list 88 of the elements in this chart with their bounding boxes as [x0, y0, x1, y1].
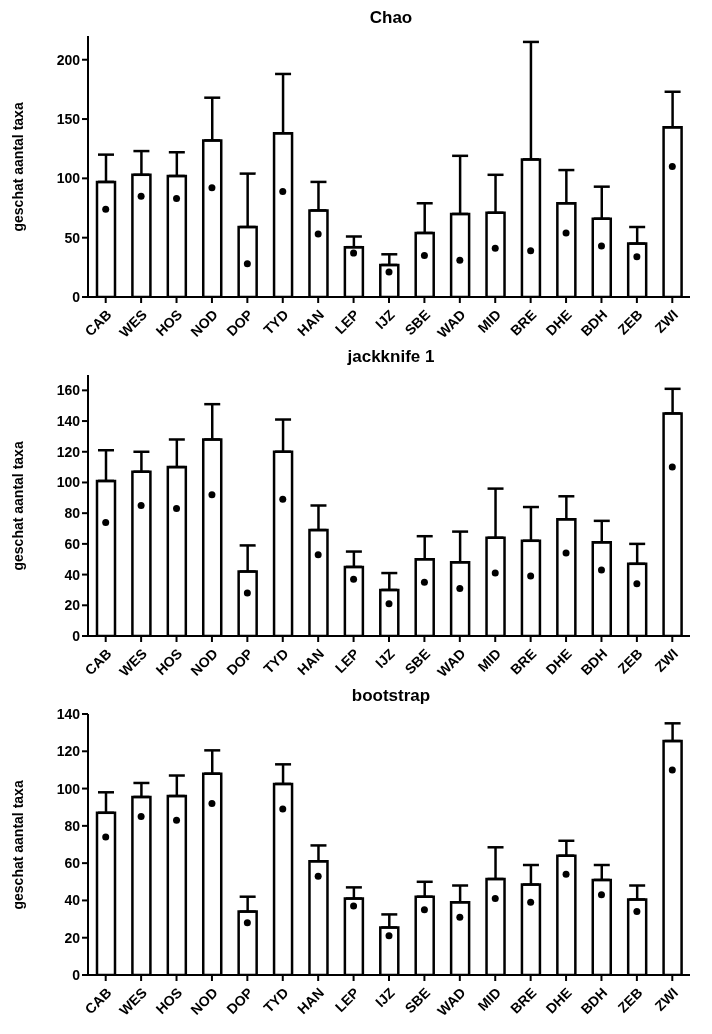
- point: [208, 491, 216, 499]
- y-tick-label: 150: [56, 111, 81, 128]
- point: [102, 205, 110, 213]
- point: [633, 580, 641, 588]
- chart-title: jackknife 1: [346, 347, 436, 368]
- point: [597, 242, 605, 250]
- point: [420, 251, 428, 259]
- y-tick-label: 60: [64, 535, 81, 552]
- y-tick-label: 20: [64, 929, 81, 946]
- point: [527, 572, 535, 580]
- y-tick-label: 0: [72, 627, 81, 644]
- point: [102, 833, 110, 841]
- x-tick-label: MID: [474, 306, 504, 336]
- y-tick-label: 120: [56, 743, 81, 760]
- point: [350, 249, 358, 257]
- point: [668, 766, 676, 774]
- y-axis-title: geschat aantal taxa: [9, 102, 26, 232]
- point: [562, 870, 570, 878]
- point: [385, 932, 393, 940]
- y-tick-label: 80: [64, 817, 81, 834]
- point: [350, 575, 358, 583]
- x-tick-label: TYD: [260, 306, 292, 338]
- point: [314, 872, 322, 880]
- point: [137, 192, 145, 200]
- point: [385, 268, 393, 276]
- point: [208, 184, 216, 192]
- point: [279, 187, 287, 195]
- point: [102, 518, 110, 526]
- point: [208, 799, 216, 807]
- point: [279, 805, 287, 813]
- x-tick-label: IJZ: [372, 645, 399, 672]
- y-tick-label: 100: [56, 780, 81, 797]
- point: [597, 566, 605, 574]
- point: [633, 908, 641, 916]
- y-tick-label: 140: [56, 413, 81, 430]
- point: [527, 898, 535, 906]
- y-axis-title: geschat aantal taxa: [9, 441, 26, 571]
- point: [385, 600, 393, 608]
- point: [243, 919, 251, 927]
- y-axis-title: geschat aantal taxa: [9, 780, 26, 910]
- point: [633, 253, 641, 261]
- y-tick-label: 80: [64, 505, 81, 522]
- point: [668, 163, 676, 170]
- x-tick-label: MID: [474, 984, 504, 1014]
- chart-title: bootstrap: [351, 686, 431, 705]
- point: [137, 813, 145, 821]
- x-tick-label: IJZ: [372, 306, 399, 333]
- point: [314, 551, 322, 559]
- point: [527, 247, 535, 255]
- y-tick-label: 100: [56, 170, 81, 187]
- point: [491, 569, 499, 577]
- point: [420, 578, 428, 586]
- point: [243, 260, 251, 268]
- y-tick-label: 0: [72, 966, 81, 983]
- point: [314, 230, 322, 238]
- y-tick-label: 40: [64, 566, 81, 583]
- point: [173, 816, 181, 824]
- point: [243, 589, 251, 597]
- x-tick-label: TYD: [260, 984, 292, 1016]
- point: [420, 906, 428, 914]
- point: [456, 584, 464, 592]
- x-tick-label: MID: [474, 645, 504, 675]
- point: [562, 229, 570, 237]
- y-tick-label: 60: [64, 855, 81, 872]
- point: [491, 895, 499, 903]
- y-tick-label: 50: [64, 229, 81, 246]
- point: [279, 495, 287, 503]
- point: [137, 502, 145, 509]
- y-tick-label: 20: [64, 597, 81, 614]
- point: [350, 902, 358, 910]
- point: [456, 913, 464, 921]
- chart-title: Chao: [368, 8, 414, 29]
- point: [668, 463, 676, 471]
- point: [491, 244, 499, 252]
- point: [562, 549, 570, 557]
- y-tick-label: 140: [56, 705, 81, 722]
- point: [173, 505, 181, 513]
- point: [597, 891, 605, 899]
- y-tick-label: 160: [56, 382, 81, 399]
- point: [456, 256, 464, 264]
- y-tick-label: 40: [64, 892, 81, 909]
- y-tick-label: 0: [72, 288, 81, 305]
- y-tick-label: 100: [56, 474, 81, 491]
- x-tick-label: IJZ: [372, 984, 399, 1011]
- y-tick-label: 200: [56, 51, 81, 68]
- x-tick-label: TYD: [260, 645, 292, 677]
- point: [173, 195, 181, 203]
- y-tick-label: 120: [56, 443, 81, 460]
